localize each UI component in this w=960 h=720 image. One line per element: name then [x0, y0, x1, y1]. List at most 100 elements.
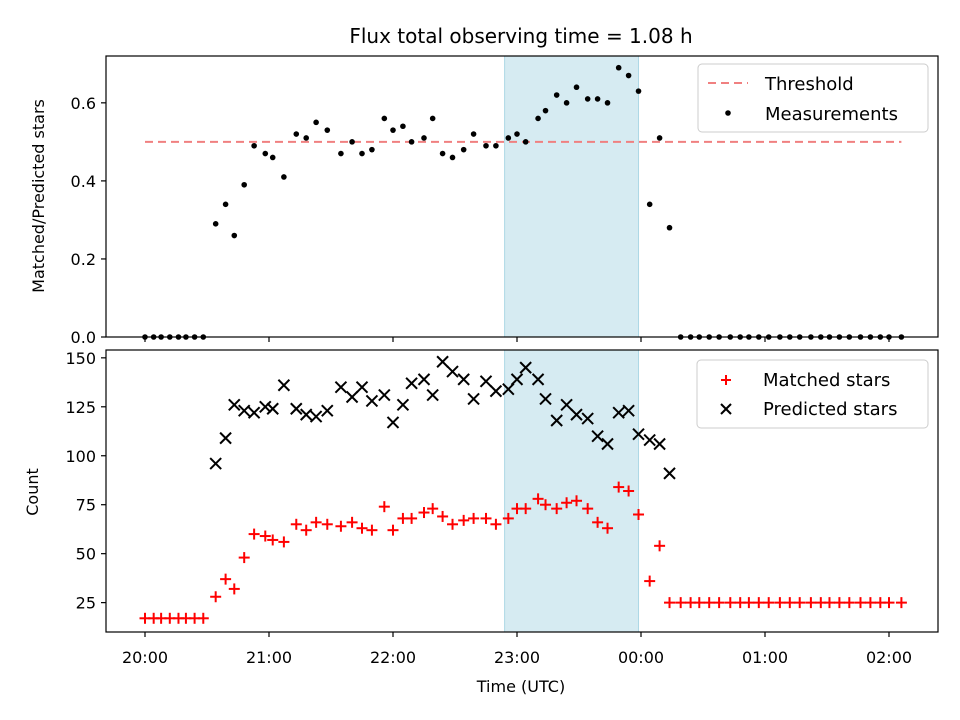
- measurement-point: [573, 84, 580, 91]
- matched-point: [520, 503, 532, 515]
- predicted-point: [550, 414, 563, 427]
- predicted-point-stroke: [550, 414, 563, 427]
- measurement-point: [439, 150, 446, 157]
- predicted-stars-series: [209, 355, 676, 480]
- x-tick-label: 22:00: [370, 648, 416, 667]
- predicted-point: [581, 412, 594, 425]
- predicted-point-stroke: [467, 392, 480, 406]
- measurement-point: [324, 127, 331, 133]
- predicted-point: [277, 379, 291, 392]
- predicted-point-stroke: [386, 416, 400, 429]
- predicted-point-stroke: [539, 392, 552, 406]
- x-tick-label: 02:00: [866, 648, 912, 667]
- predicted-point: [299, 408, 313, 421]
- matched-point: [437, 510, 449, 522]
- predicted-point: [417, 373, 431, 386]
- x-axis-label: Time (UTC): [476, 677, 565, 696]
- measurement-point: [460, 146, 467, 153]
- predicted-point: [519, 361, 532, 374]
- predicted-point-stroke: [510, 373, 524, 386]
- measurement-point: [281, 174, 287, 180]
- measurement-point: [535, 115, 541, 122]
- matched-point: [335, 520, 347, 532]
- matched-point: [703, 597, 715, 609]
- top-legend-box: [697, 63, 929, 133]
- bottom-y-tick-label: 125: [65, 398, 96, 417]
- predicted-point-stroke: [299, 408, 313, 421]
- measurement-point: [349, 139, 355, 145]
- measurement-point: [429, 115, 436, 122]
- predicted-point-stroke: [309, 410, 323, 423]
- matched-point: [220, 573, 232, 585]
- predicted-point-stroke: [581, 412, 594, 425]
- predicted-point-stroke: [378, 388, 391, 402]
- top-y-axis-label: Matched/Predicted stars: [29, 99, 48, 293]
- predicted-point-stroke: [405, 377, 418, 390]
- matched-point: [210, 591, 222, 603]
- predicted-point: [560, 398, 573, 412]
- predicted-point-stroke: [502, 382, 515, 396]
- bottom-panel: 25 50 75 100 125 150 20:00 21:00 22:00 23:00 00:0…: [23, 349, 939, 696]
- measurement-point: [604, 100, 611, 106]
- predicted-point-stroke: [417, 373, 431, 386]
- predicted-point: [467, 392, 480, 406]
- predicted-point-stroke: [663, 467, 676, 480]
- matched-point: [248, 528, 260, 540]
- matched-point: [644, 575, 656, 587]
- measurement-point: [656, 135, 663, 141]
- legend-matched-label: Matched stars: [763, 370, 890, 391]
- matched-point: [743, 597, 755, 609]
- predicted-point-stroke: [601, 437, 614, 451]
- matched-point: [895, 597, 907, 609]
- legend-predicted-swatch: [720, 403, 732, 415]
- legend-matched-swatch: [721, 375, 731, 385]
- measurement-point: [390, 127, 396, 133]
- matched-point: [602, 522, 614, 534]
- predicted-point: [405, 377, 418, 390]
- predicted-point-stroke: [209, 457, 222, 470]
- matched-point: [197, 612, 209, 624]
- matched-point: [366, 524, 378, 536]
- measurement-point: [563, 100, 570, 106]
- matched-point: [854, 597, 866, 609]
- measurement-point: [542, 107, 549, 114]
- measurement-point: [408, 139, 415, 145]
- bottom-y-axis: 25 50 75 100 125 150: [65, 349, 106, 613]
- measurement-point: [262, 150, 269, 157]
- measurement-point: [505, 135, 512, 141]
- measurement-point: [241, 181, 247, 188]
- measurement-point: [251, 142, 257, 149]
- matched-point: [713, 597, 725, 609]
- predicted-point: [436, 355, 449, 368]
- top-highlight-span: [504, 55, 640, 338]
- matched-point: [693, 597, 705, 609]
- matched-point: [427, 503, 439, 515]
- predicted-point-stroke: [321, 404, 334, 417]
- predicted-point: [259, 400, 272, 413]
- matched-point: [724, 597, 736, 609]
- bottom-y-tick-label: 50: [76, 545, 96, 564]
- measurement-point: [615, 64, 622, 71]
- predicted-point: [334, 381, 348, 394]
- x-tick-label: 21:00: [246, 648, 292, 667]
- matched-point: [833, 597, 845, 609]
- predicted-point: [601, 437, 614, 451]
- predicted-point: [219, 431, 232, 445]
- predicted-point-stroke: [277, 379, 291, 392]
- top-y-tick-label: 0.2: [71, 250, 96, 269]
- predicted-point: [309, 410, 323, 423]
- matched-point: [864, 597, 876, 609]
- predicted-point-stroke: [365, 394, 379, 408]
- predicted-point-stroke: [612, 406, 625, 419]
- matched-point: [259, 530, 271, 542]
- legend-predicted-label: Predicted stars: [763, 399, 897, 420]
- top-y-axis: 0.0 0.2 0.4 0.6: [71, 94, 106, 347]
- matched-point: [406, 512, 418, 524]
- predicted-point-stroke: [570, 408, 583, 421]
- predicted-point-stroke: [259, 400, 272, 413]
- predicted-point-stroke: [457, 373, 470, 386]
- predicted-point: [622, 404, 635, 417]
- matched-point: [310, 516, 322, 528]
- predicted-point: [355, 381, 369, 394]
